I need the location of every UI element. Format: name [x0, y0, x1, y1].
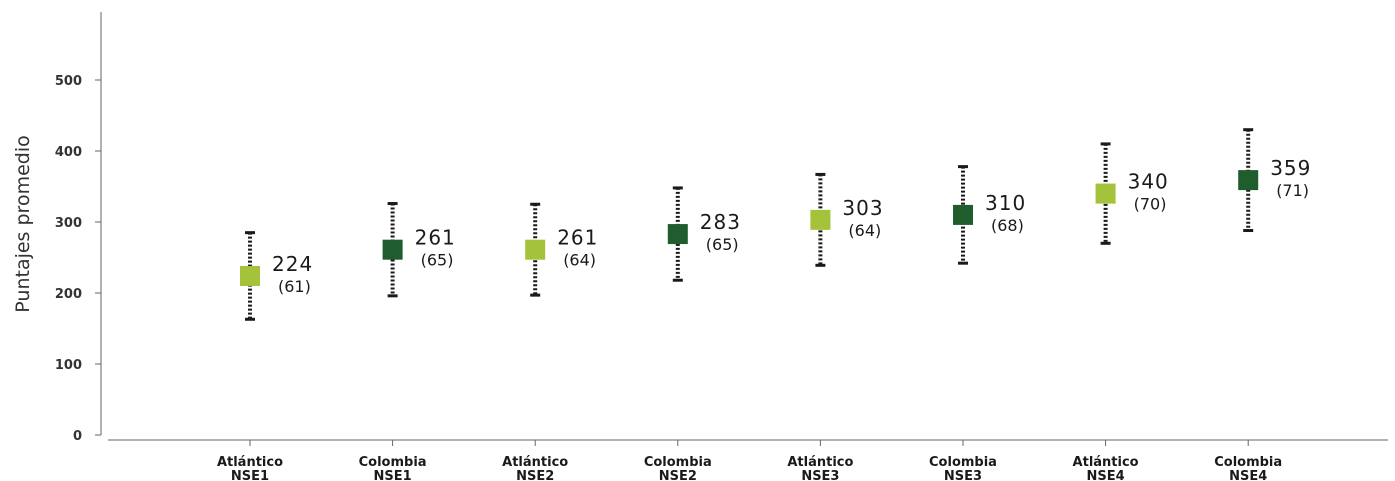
data-value-label: 310 [985, 191, 1026, 215]
x-tick-label: Colombia [929, 455, 997, 470]
data-sd-label: (71) [1276, 181, 1309, 200]
y-tick-label: 400 [55, 145, 82, 160]
y-tick-label: 100 [55, 358, 82, 373]
x-tick-label: Atlántico [1073, 455, 1139, 470]
x-tick-label: NSE3 [801, 469, 839, 481]
data-sd-label: (64) [563, 251, 596, 270]
data-value-label: 261 [557, 226, 598, 250]
x-tick-label: NSE3 [944, 469, 982, 481]
data-sd-label: (64) [848, 221, 881, 240]
data-value-label: 359 [1270, 156, 1311, 180]
y-tick-label: 300 [55, 216, 82, 231]
data-value-label: 283 [700, 210, 741, 234]
x-tick-label: NSE1 [374, 469, 412, 481]
x-tick-label: Colombia [359, 455, 427, 470]
data-point-marker [1095, 183, 1116, 204]
x-tick-label: Colombia [1214, 455, 1282, 470]
x-tick-label: NSE1 [231, 469, 269, 481]
data-value-label: 303 [842, 196, 883, 220]
data-point-marker [667, 224, 688, 245]
x-tick-label: NSE2 [659, 469, 697, 481]
x-tick-label: Atlántico [787, 455, 853, 470]
y-tick-label: 0 [73, 429, 82, 444]
x-axis-ticks: AtlánticoNSE1ColombiaNSE1AtlánticoNSE2Co… [217, 440, 1282, 481]
x-tick-label: NSE4 [1087, 469, 1125, 481]
data-point-marker [382, 239, 403, 260]
data-sd-label: (70) [1134, 195, 1167, 214]
data-value-label: 340 [1128, 170, 1169, 194]
x-tick-label: Atlántico [502, 455, 568, 470]
data-sd-label: (65) [706, 235, 739, 254]
x-tick-label: Colombia [644, 455, 712, 470]
data-sd-label: (68) [991, 216, 1024, 235]
data-point-marker [240, 265, 260, 286]
x-tick-label: NSE4 [1229, 469, 1267, 481]
data-point-marker [1238, 170, 1259, 191]
x-tick-label: Atlántico [217, 455, 283, 470]
data-value-label: 261 [415, 226, 456, 250]
x-tick-label: NSE2 [516, 469, 554, 481]
y-axis-ticks: 0 100 200 300 400 500 [55, 74, 101, 444]
data-point-marker [810, 209, 831, 230]
data-point-marker [525, 239, 546, 260]
y-axis-title: Puntajes promedio [12, 135, 34, 312]
y-tick-label: 500 [55, 74, 82, 89]
data-value-label: 224 [272, 252, 313, 276]
data-point-marker [953, 204, 973, 225]
data-sd-label: (65) [421, 251, 454, 270]
data-sd-label: (61) [278, 277, 311, 296]
data-points: 224(61)261(65)261(64)283(65)303(64)310(6… [240, 128, 1311, 321]
y-tick-label: 200 [55, 287, 82, 302]
